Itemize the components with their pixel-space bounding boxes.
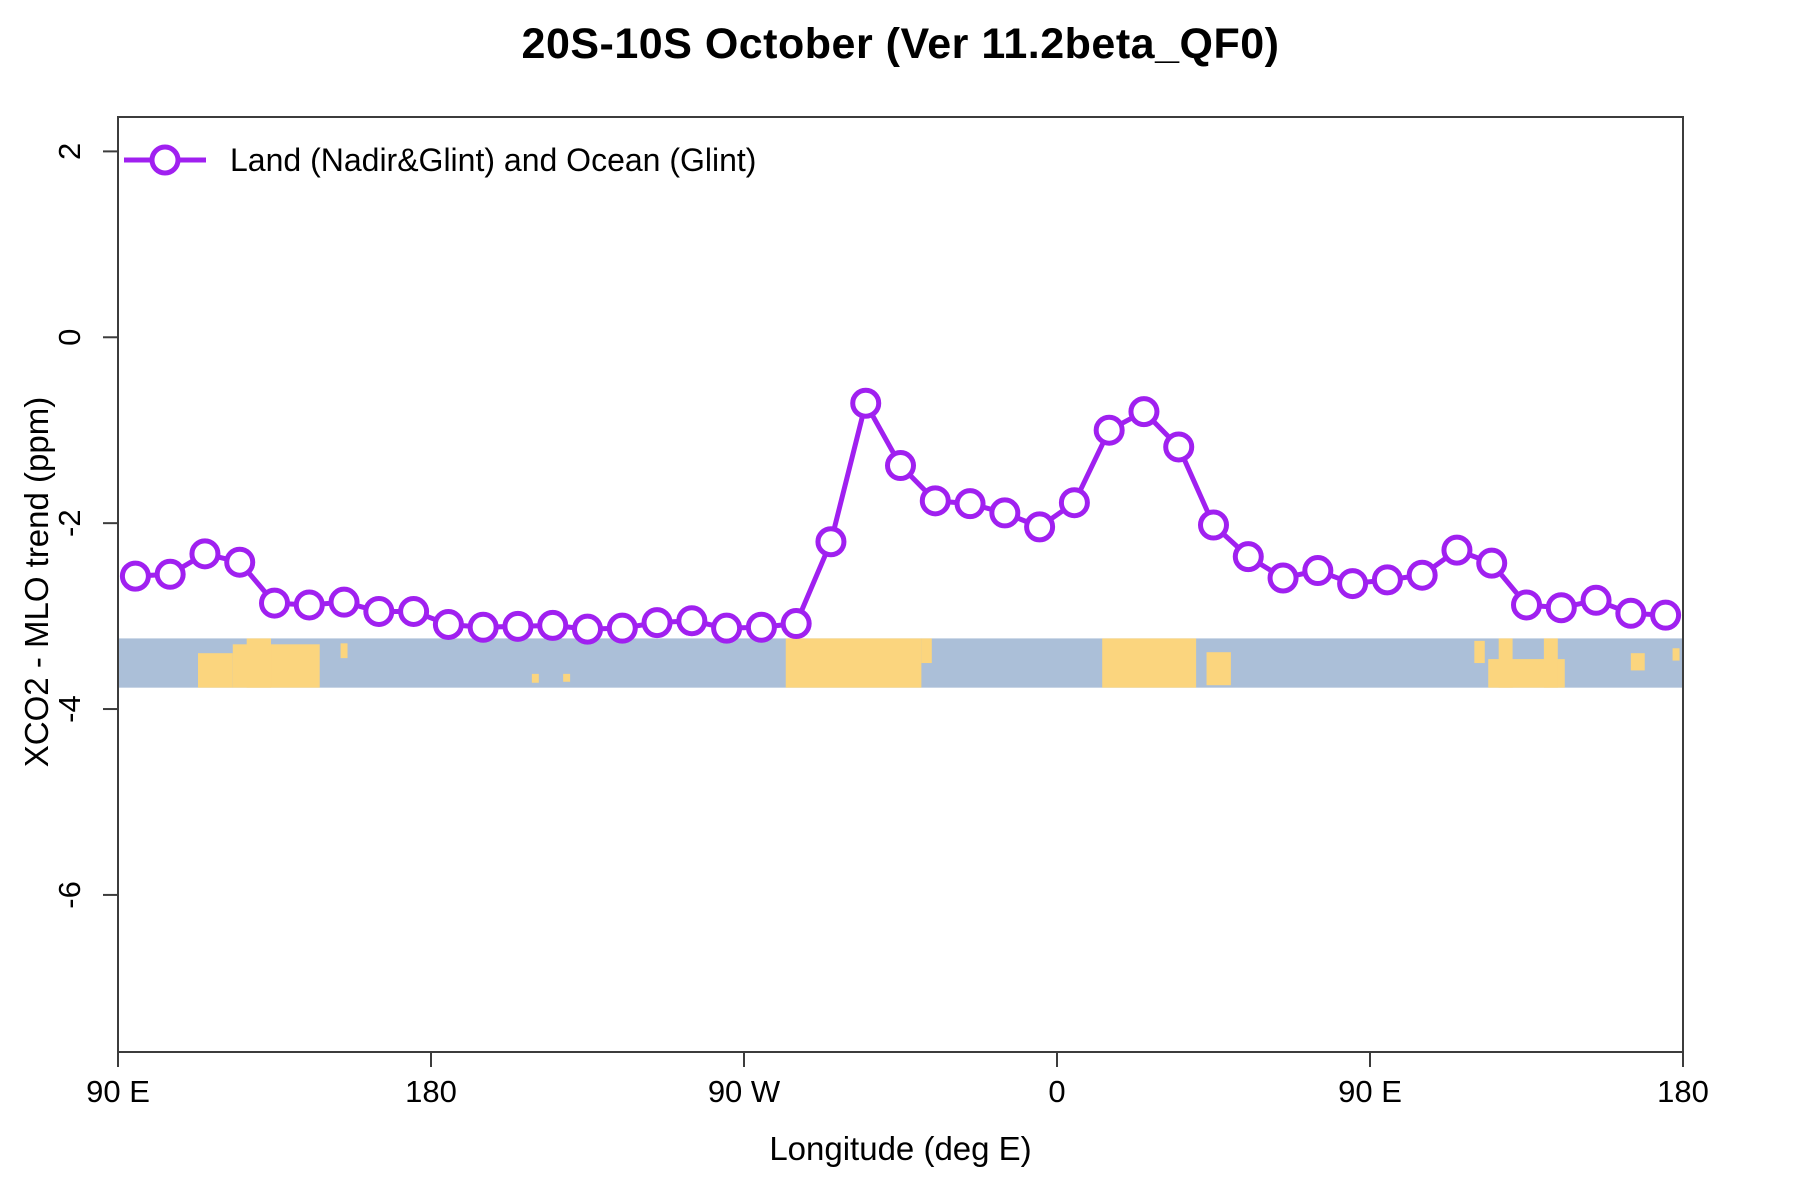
data-point — [1371, 564, 1403, 596]
data-point — [1580, 584, 1612, 616]
map-strip-land-fiji-speck — [1672, 648, 1680, 661]
map-strip-land-new-guinea-spike — [1543, 638, 1558, 688]
data-point — [502, 610, 534, 642]
data-point — [467, 611, 499, 643]
map-strip-land-tuamotu-speck — [563, 673, 571, 682]
data-point — [676, 605, 708, 637]
x-axis-title: Longitude (deg E) — [769, 1130, 1032, 1167]
x-tick-label: 0 — [1048, 1074, 1065, 1109]
data-point — [154, 558, 186, 590]
y-axis-title: XCO2 - MLO trend (ppm) — [18, 396, 55, 768]
map-strip-land-madagascar — [1206, 652, 1231, 686]
legend-label: Land (Nadir&Glint) and Ocean (Glint) — [230, 141, 757, 178]
y-tick-label: -6 — [52, 881, 87, 909]
map-strip-land-island-speck — [340, 643, 348, 659]
data-point — [189, 538, 221, 570]
data-point — [1024, 511, 1056, 543]
x-tick-label: 90 E — [86, 1074, 150, 1109]
map-strip-land-australia-north-spike — [246, 638, 272, 688]
data-point — [1302, 555, 1334, 587]
data-point — [1545, 592, 1577, 624]
map-strip-land-tahiti-speck — [531, 673, 539, 683]
y-tick-label: -2 — [52, 509, 87, 537]
map-strip-land-south-america-east-tip — [921, 638, 932, 664]
data-point — [398, 595, 430, 627]
data-point — [1406, 559, 1438, 591]
y-tick-label: 0 — [52, 329, 87, 346]
data-point — [432, 608, 464, 640]
legend-marker-icon — [124, 144, 206, 176]
data-point — [1128, 396, 1160, 428]
data-point — [1058, 487, 1090, 519]
data-point — [1163, 431, 1195, 463]
data-point — [745, 611, 777, 643]
chart-title: 20S-10S October (Ver 11.2beta_QF0) — [521, 20, 1280, 68]
data-point — [1650, 599, 1682, 631]
data-point — [1337, 568, 1369, 600]
data-point — [224, 546, 256, 578]
map-strip-land-south-america — [785, 638, 922, 688]
data-point — [572, 613, 603, 645]
plot-box — [117, 116, 1684, 1053]
data-point — [606, 612, 638, 644]
map-strip-land-australia — [232, 644, 320, 688]
x-tick-label: 90 W — [708, 1074, 781, 1109]
x-tick-label: 180 — [405, 1074, 457, 1109]
data-point — [989, 497, 1021, 529]
data-point — [850, 387, 882, 419]
data-point — [954, 488, 986, 520]
data-point — [537, 609, 569, 641]
data-point — [919, 485, 951, 517]
data-point — [1476, 547, 1508, 579]
data-point — [328, 586, 360, 618]
x-tick-label: 90 E — [1338, 1074, 1402, 1109]
data-point — [1615, 597, 1647, 629]
data-point — [363, 595, 395, 627]
map-strip-land-nw-australia — [197, 653, 233, 688]
y-tick-label: -4 — [52, 695, 87, 723]
data-point — [1267, 562, 1299, 594]
x-tick-label: 180 — [1657, 1074, 1709, 1109]
data-point — [1093, 414, 1125, 446]
data-point — [641, 607, 673, 639]
data-point — [780, 608, 812, 640]
data-point — [259, 587, 290, 619]
data-point — [1198, 509, 1229, 541]
map-strip-land-timor-spike — [1498, 638, 1513, 688]
y-tick-label: 2 — [52, 143, 87, 160]
data-point — [711, 612, 743, 644]
data-point — [1232, 541, 1264, 573]
legend: Land (Nadir&Glint) and Ocean (Glint) — [122, 140, 756, 180]
data-point — [293, 589, 325, 621]
data-point — [1441, 534, 1473, 566]
data-point — [815, 526, 847, 558]
map-strip-land-new-caledonia-speck — [1630, 653, 1645, 671]
map-strip-land-indonesia-speck — [1474, 640, 1485, 664]
map-strip-land-africa — [1102, 638, 1197, 688]
data-point — [1511, 589, 1542, 621]
data-point — [119, 560, 151, 592]
data-point — [885, 450, 916, 482]
data-line — [135, 400, 1666, 632]
